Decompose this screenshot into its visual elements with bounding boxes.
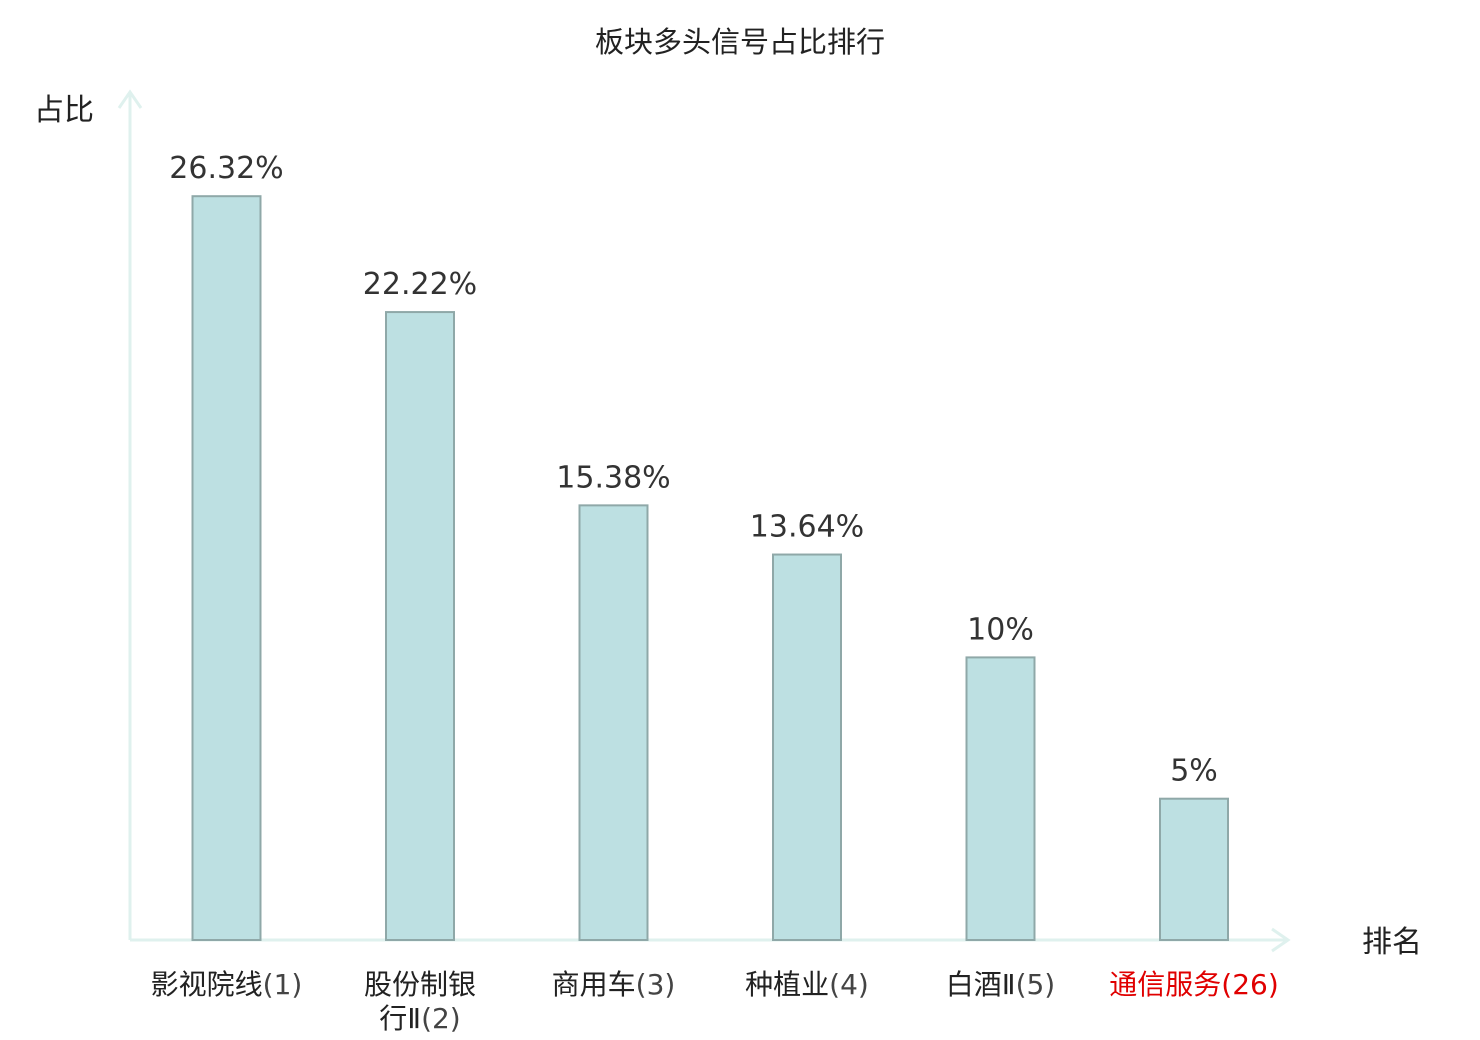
category-label: 种植业(4) <box>745 968 869 1001</box>
category-label: 影视院线(1) <box>151 968 303 1001</box>
category-label: 股份制银行Ⅱ(2) <box>364 968 476 1035</box>
category-name: 股份制银 <box>364 968 476 1001</box>
value-labels: 26.32% 22.22% 15.38% 13.64% 10% 5% <box>169 151 1217 789</box>
category-label: 通信服务(26) <box>1109 968 1279 1001</box>
bar <box>191 195 262 942</box>
bar <box>578 504 649 941</box>
category-name: 商用车 <box>552 968 636 1001</box>
bars <box>191 195 1229 942</box>
category-rank: (5) <box>1016 968 1056 1001</box>
category-name: 行Ⅱ <box>379 1002 421 1035</box>
value-label: 13.64% <box>750 510 864 545</box>
category-name: 影视院线 <box>151 968 263 1001</box>
value-label: 15.38% <box>556 460 670 495</box>
bar <box>772 553 842 942</box>
category-name: 白酒Ⅱ <box>946 968 1016 1001</box>
x-axis-arrow <box>1271 927 1291 953</box>
category-labels: 影视院线(1) 股份制银行Ⅱ(2)商用车(3) 种植业(4) 白酒Ⅱ(5) 通信服务(2… <box>151 968 1279 1035</box>
category-rank: (26) <box>1221 968 1278 1001</box>
value-label: 22.22% <box>363 267 477 302</box>
category-rank: (4) <box>829 968 869 1001</box>
value-label: 26.32% <box>169 151 283 186</box>
category-label: 白酒Ⅱ(5) <box>946 968 1055 1001</box>
category-name: 通信服务 <box>1109 968 1221 1001</box>
chart-title: 板块多头信号占比排行 <box>595 25 885 59</box>
x-axis-label: 排名 <box>1362 925 1422 960</box>
bar <box>1159 797 1229 942</box>
axes <box>117 89 1291 953</box>
value-label: 10% <box>967 612 1034 647</box>
category-rank: (1) <box>263 968 303 1001</box>
category-rank: (2) <box>421 1002 461 1035</box>
category-label: 商用车(3) <box>552 968 676 1001</box>
value-label: 5% <box>1170 754 1218 789</box>
y-axis-arrow <box>117 89 143 109</box>
category-name: 种植业 <box>745 968 829 1001</box>
y-axis-label: 占比 <box>34 93 94 128</box>
bar <box>385 311 455 941</box>
bar <box>965 656 1036 942</box>
category-rank: (3) <box>636 968 676 1001</box>
